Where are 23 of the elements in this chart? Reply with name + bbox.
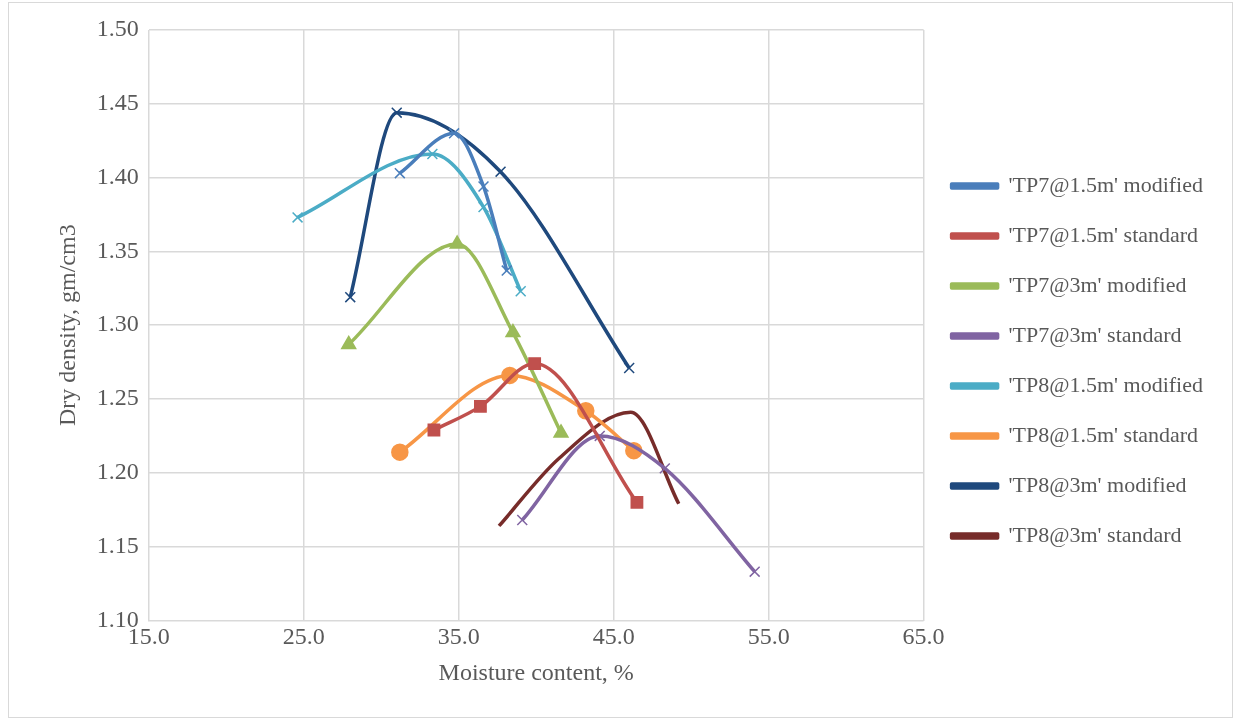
x-axis-title: Moisture content, % — [438, 658, 634, 685]
y-tick-label: 1.30 — [96, 310, 139, 337]
y-tick-label: 1.40 — [96, 162, 139, 189]
legend-label: 'TP7@3m' modified — [1008, 271, 1187, 297]
legend-label: 'TP8@3m' modified — [1008, 471, 1187, 497]
y-tick-label: 1.45 — [96, 89, 139, 116]
legend-label: 'TP8@1.5m' modified — [1008, 371, 1203, 397]
y-axis-title: Dry density, gm/cm3 — [53, 224, 80, 427]
y-tick-label: 1.25 — [96, 384, 139, 411]
x-tick-label: 25.0 — [282, 623, 325, 650]
legend-label: 'TP7@1.5m' modified — [1008, 171, 1203, 197]
y-tick-label: 1.20 — [96, 458, 139, 485]
x-tick-label: 55.0 — [747, 623, 790, 650]
legend-label: 'TP8@1.5m' standard — [1008, 421, 1199, 447]
legend-label: 'TP7@1.5m' standard — [1008, 221, 1199, 247]
legend-label: 'TP7@3m' standard — [1008, 321, 1182, 347]
y-tick-label: 1.15 — [96, 531, 139, 558]
legend-label: 'TP8@3m' standard — [1008, 521, 1182, 547]
y-tick-label: 1.35 — [96, 236, 139, 263]
x-tick-label: 35.0 — [437, 623, 480, 650]
y-tick-label: 1.50 — [96, 15, 139, 42]
x-tick-label: 45.0 — [592, 623, 635, 650]
x-tick-label: 65.0 — [902, 623, 945, 650]
